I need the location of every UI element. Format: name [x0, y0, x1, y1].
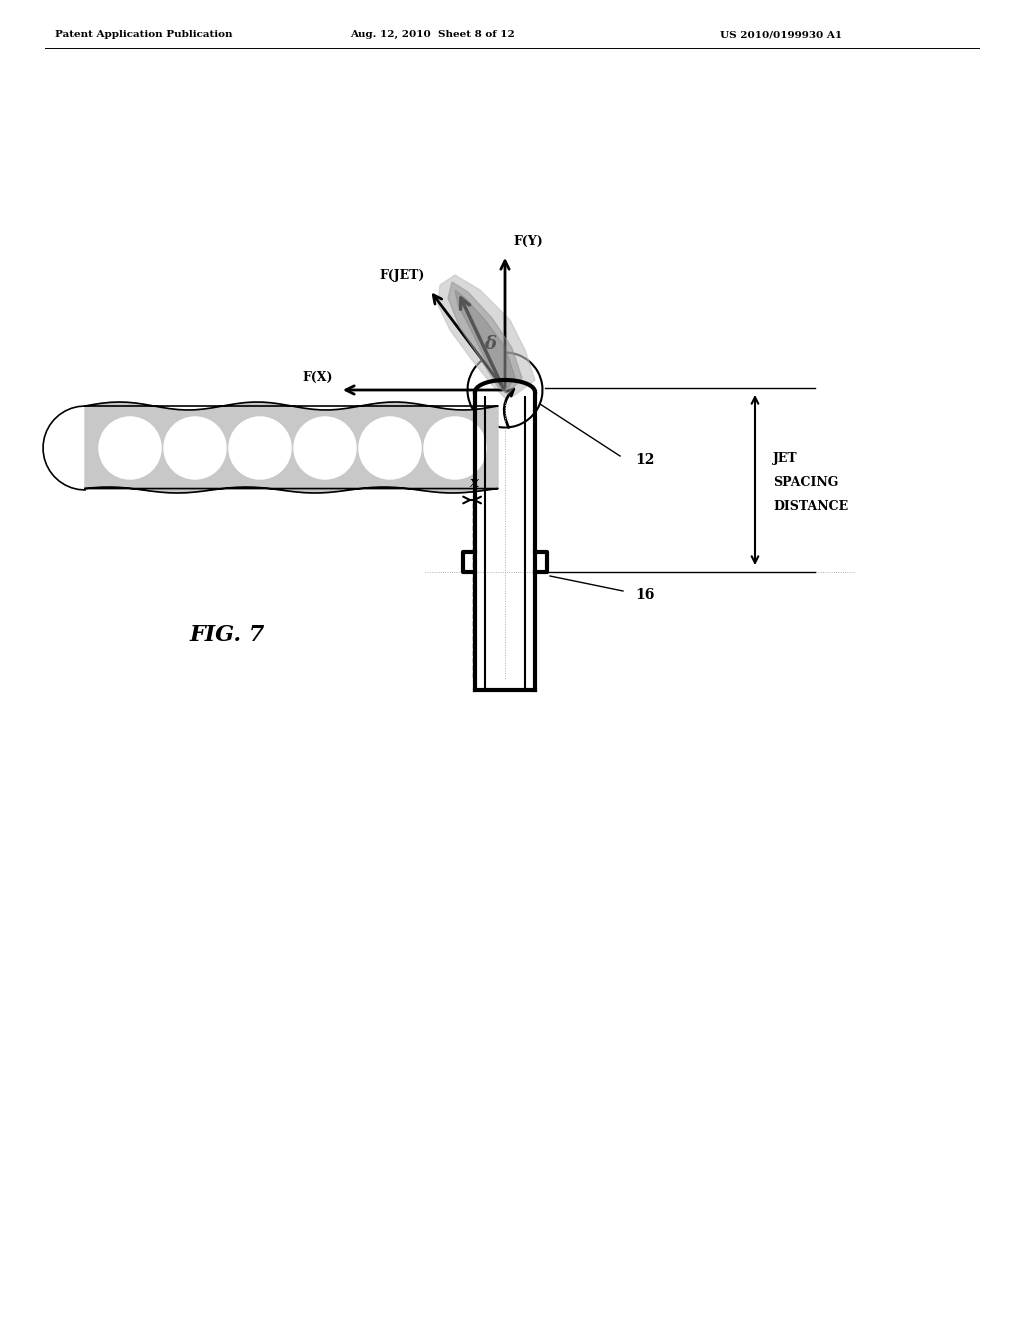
Text: F(X): F(X)	[302, 371, 333, 384]
Text: 16: 16	[635, 587, 654, 602]
Text: US 2010/0199930 A1: US 2010/0199930 A1	[720, 30, 842, 40]
Text: FIG. 7: FIG. 7	[190, 624, 265, 645]
Text: 12: 12	[635, 453, 654, 467]
Circle shape	[295, 418, 355, 478]
Text: Aug. 12, 2010  Sheet 8 of 12: Aug. 12, 2010 Sheet 8 of 12	[350, 30, 515, 40]
Polygon shape	[455, 290, 515, 393]
Circle shape	[100, 418, 160, 478]
Text: SPACING: SPACING	[773, 475, 839, 488]
Text: F(Y): F(Y)	[513, 235, 543, 248]
Text: F(JET): F(JET)	[380, 269, 425, 282]
Text: DISTANCE: DISTANCE	[773, 499, 848, 512]
Circle shape	[165, 418, 225, 478]
Text: Patent Application Publication: Patent Application Publication	[55, 30, 232, 40]
Circle shape	[360, 418, 420, 478]
Text: δ: δ	[483, 335, 496, 354]
Polygon shape	[449, 282, 522, 393]
Polygon shape	[85, 403, 498, 492]
Text: JET: JET	[773, 451, 798, 465]
Circle shape	[230, 418, 290, 478]
Text: x: x	[469, 477, 478, 490]
Circle shape	[425, 418, 485, 478]
Polygon shape	[438, 275, 535, 399]
